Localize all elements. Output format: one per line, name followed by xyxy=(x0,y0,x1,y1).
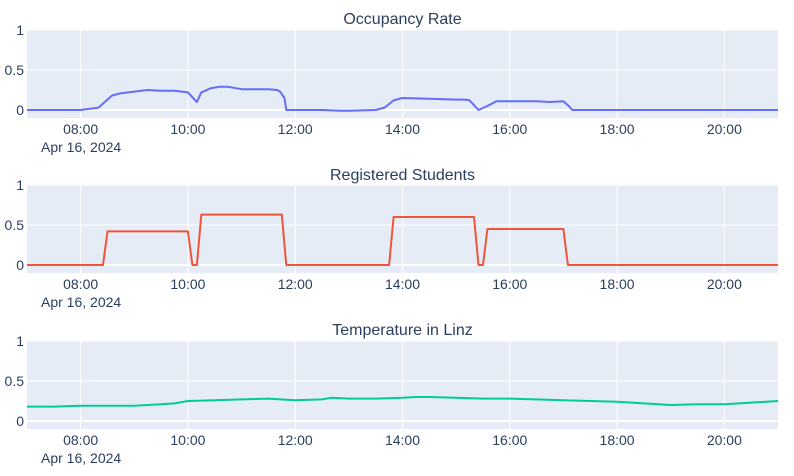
subplot-2: Registered Students 0 0.5 1 08:00 10:00 12:00 1… xyxy=(5,167,778,310)
x-tick-label: 08:00 xyxy=(63,276,98,292)
series-line xyxy=(27,396,779,408)
subplot-title: Registered Students xyxy=(330,167,475,184)
x-tick-label: 08:00 xyxy=(63,121,98,137)
x-tick-label: 20:00 xyxy=(707,432,742,448)
series-line xyxy=(27,85,778,112)
subplot-3: Temperature in Linz 0 0.5 1 08:00 10:00 12:00 1… xyxy=(5,322,779,466)
x-tick-label: 20:00 xyxy=(707,276,742,292)
subplot-title: Occupancy Rate xyxy=(343,11,461,28)
x-tick-label: 16:00 xyxy=(492,121,527,137)
y-tick-label: 0.5 xyxy=(5,373,25,389)
x-tick-label: 12:00 xyxy=(278,276,313,292)
x-tick-label: 14:00 xyxy=(385,121,420,137)
x-tick-label: 18:00 xyxy=(600,276,635,292)
x-tick-label: 16:00 xyxy=(492,276,527,292)
subplot-1: Occupancy Rate 0 0.5 1 08:00 10:00 12:00 14:00 1… xyxy=(5,11,778,155)
x-tick-label: 08:00 xyxy=(63,432,98,448)
x-tick-label: 18:00 xyxy=(600,121,635,137)
y-tick-label: 0.5 xyxy=(5,217,25,233)
subplot-title: Temperature in Linz xyxy=(332,322,473,339)
series-line xyxy=(27,213,778,266)
y-tick-label: 0.5 xyxy=(5,62,25,78)
x-tick-label: 18:00 xyxy=(600,432,635,448)
y-tick-label: 0 xyxy=(16,413,24,429)
x-tick-label: 12:00 xyxy=(278,432,313,448)
x-tick-label: 14:00 xyxy=(385,432,420,448)
y-tick-label: 0 xyxy=(16,257,24,273)
x-tick-label: 20:00 xyxy=(707,121,742,137)
y-tick-label: 0 xyxy=(16,102,24,118)
x-tick-label: 10:00 xyxy=(170,432,205,448)
x-tick-label: 16:00 xyxy=(492,432,527,448)
x-date-label: Apr 16, 2024 xyxy=(41,450,121,466)
y-tick-label: 1 xyxy=(16,22,24,38)
y-tick-label: 1 xyxy=(16,333,24,349)
x-date-label: Apr 16, 2024 xyxy=(41,294,121,310)
x-tick-label: 10:00 xyxy=(170,121,205,137)
y-tick-label: 1 xyxy=(16,177,24,193)
x-tick-label: 10:00 xyxy=(170,276,205,292)
x-tick-label: 14:00 xyxy=(385,276,420,292)
x-date-label: Apr 16, 2024 xyxy=(41,139,121,155)
x-tick-label: 12:00 xyxy=(278,121,313,137)
